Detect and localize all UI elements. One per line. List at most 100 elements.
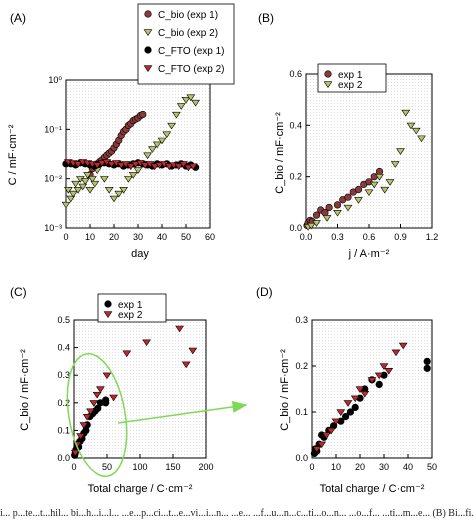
- data-point: [86, 408, 95, 416]
- data-point: [88, 176, 97, 183]
- data-point: [322, 432, 331, 439]
- x-axis-label: j / A·m⁻²: [348, 248, 390, 260]
- y-tick-label: 0.4: [289, 120, 302, 130]
- data-point: [109, 195, 119, 203]
- y-tick-label: 10⁻²: [44, 174, 62, 184]
- data-point: [102, 372, 112, 380]
- x-tick-label: 50: [102, 462, 112, 472]
- data-point: [71, 180, 80, 188]
- data-point: [391, 349, 401, 357]
- data-point: [61, 201, 71, 209]
- x-tick-label: 50: [427, 462, 437, 472]
- x-tick-label: 0.3: [331, 232, 344, 242]
- y-tick-label: 0.2: [295, 361, 308, 371]
- y-tick-label: 0.3: [295, 315, 308, 325]
- data-point: [191, 99, 200, 107]
- data-point: [333, 210, 342, 217]
- data-point: [172, 111, 181, 119]
- legend-label: exp 1: [338, 70, 363, 81]
- data-point: [162, 131, 172, 139]
- x-tick-label: 40: [403, 462, 413, 472]
- data-point: [92, 162, 102, 169]
- data-point: [179, 161, 188, 168]
- panel-label: (D): [256, 285, 273, 299]
- data-point: [116, 162, 126, 169]
- series-2: [61, 94, 200, 209]
- x-tick-label: 100: [132, 462, 147, 472]
- x-tick-label: 20: [355, 462, 365, 472]
- legend-label: C_bio (exp 1): [158, 10, 218, 21]
- x-tick-label: 0.0: [300, 232, 313, 242]
- x-tick-label: 200: [198, 462, 213, 472]
- y-axis-label: C_bio / mF·cm⁻²: [274, 112, 286, 194]
- legend-marker: [323, 81, 333, 88]
- data-point: [181, 97, 191, 104]
- data-point: [364, 189, 374, 197]
- legend-label: exp 1: [118, 300, 143, 311]
- y-tick-label: 10⁰: [48, 75, 62, 85]
- data-point: [355, 386, 365, 393]
- panel-label: (C): [10, 285, 27, 299]
- data-point: [322, 215, 332, 222]
- data-point: [346, 408, 355, 416]
- x-tick-label: 1.2: [426, 232, 439, 242]
- x-axis-label: day: [131, 248, 149, 260]
- data-point: [80, 178, 90, 185]
- highlight-ellipse: [66, 352, 128, 478]
- plot-area: [73, 319, 207, 459]
- data-point: [375, 167, 384, 176]
- data-point: [167, 122, 176, 130]
- x-tick-label: 0: [71, 462, 76, 472]
- y-tick-label: 0.1: [295, 407, 308, 417]
- data-point: [157, 137, 167, 145]
- data-point: [312, 220, 321, 227]
- data-point: [351, 403, 359, 412]
- legend-marker: [144, 10, 152, 18]
- data-point: [73, 187, 83, 194]
- data-point: [354, 197, 363, 204]
- data-point: [78, 183, 88, 191]
- data-point: [384, 368, 394, 375]
- data-point: [375, 174, 384, 181]
- data-point: [73, 161, 83, 168]
- data-point: [100, 176, 109, 183]
- data-point: [380, 186, 390, 194]
- data-point: [317, 441, 326, 449]
- data-point: [139, 110, 147, 119]
- legend-label: exp 2: [118, 310, 143, 321]
- data-point: [152, 141, 162, 149]
- x-tick-label: 60: [205, 232, 215, 242]
- data-point: [331, 418, 341, 426]
- data-point: [114, 190, 124, 198]
- x-tick-label: 0.6: [363, 232, 376, 242]
- data-point: [188, 163, 198, 171]
- series-2: [70, 325, 198, 457]
- data-point: [411, 127, 421, 135]
- data-point: [126, 163, 136, 171]
- data-point: [155, 162, 164, 169]
- data-point: [367, 377, 377, 384]
- data-point: [109, 394, 118, 402]
- data-point: [164, 163, 174, 171]
- data-point: [342, 413, 350, 421]
- y-tick-label: 0.2: [289, 172, 302, 182]
- series-4: [64, 159, 198, 172]
- legend-label: C_FTO (exp 2): [158, 64, 225, 75]
- legend-marker: [144, 46, 152, 54]
- data-point: [188, 347, 198, 355]
- data-point: [176, 103, 186, 110]
- data-point: [122, 350, 132, 358]
- data-point: [423, 357, 431, 366]
- y-tick-label: 0.0: [289, 223, 302, 233]
- x-tick-label: 40: [157, 232, 167, 242]
- x-tick-label: 50: [181, 232, 191, 242]
- x-tick-label: 10: [331, 462, 341, 472]
- x-tick-label: 150: [165, 462, 180, 472]
- legend-label: C_FTO (exp 1): [158, 46, 225, 57]
- x-axis-label: Total charge / C·cm⁻²: [320, 483, 425, 495]
- legend-marker: [104, 300, 112, 308]
- data-point: [396, 148, 405, 155]
- chart-panel-2: (B) 0.0 0.3 0.6 0.9 1.2 0.0 0.2 0.4 0.6 j / A·m⁻² C…: [258, 11, 438, 260]
- data-point: [375, 380, 383, 389]
